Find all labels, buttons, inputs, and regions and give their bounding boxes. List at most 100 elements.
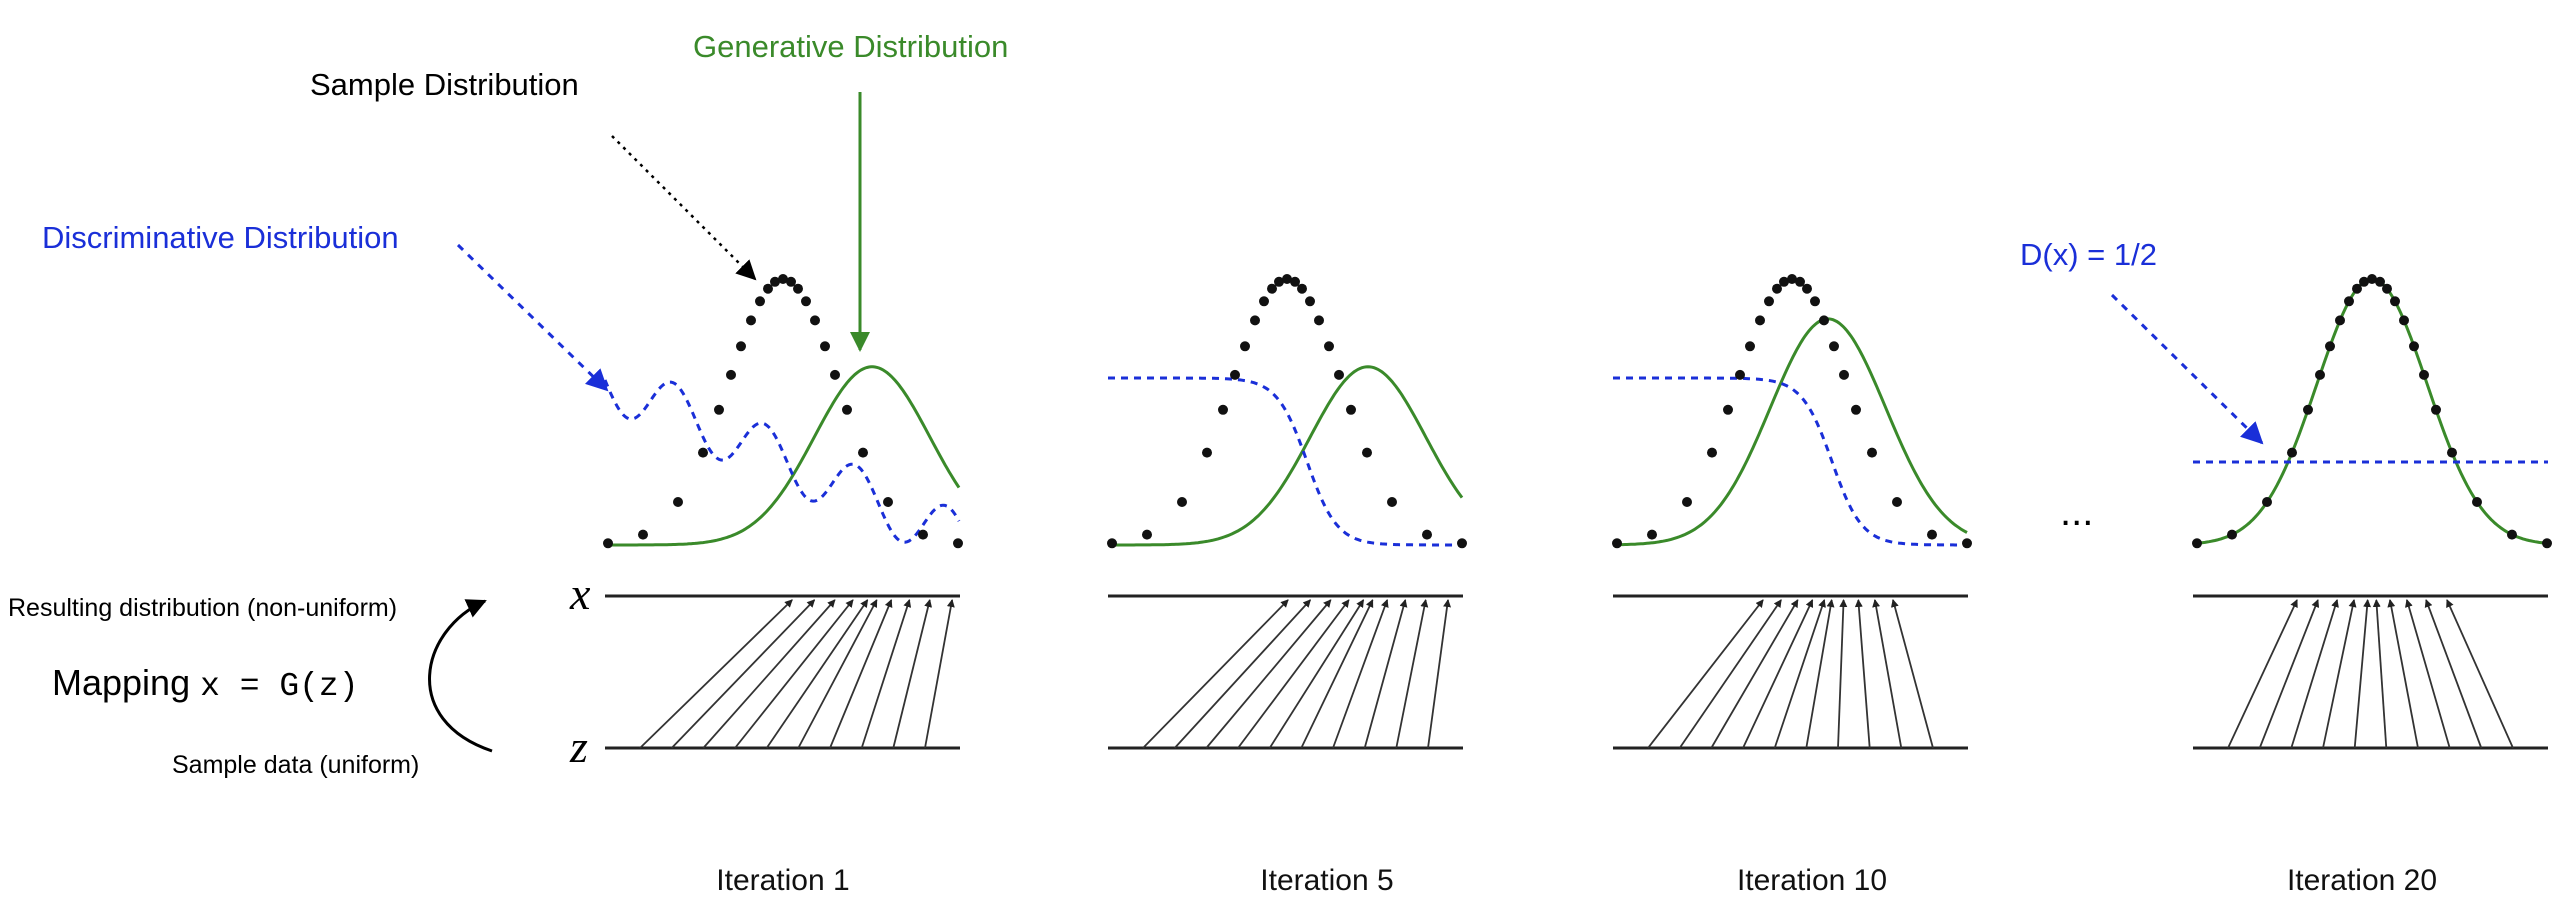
mapping-arrow (671, 599, 816, 749)
sample-point (698, 447, 708, 458)
mapping-arrow (1363, 599, 1408, 749)
sample-point (2359, 276, 2369, 287)
generative-curve (2192, 277, 2548, 546)
sample-point (1334, 369, 1344, 380)
sample-point (2472, 497, 2482, 507)
mapping-arrow (1837, 599, 1848, 749)
sample-distribution-label: Sample Distribution (310, 67, 579, 102)
mapping-arrow (1678, 599, 1782, 749)
mapping-arrow (2405, 599, 2451, 749)
sample-point (778, 274, 788, 284)
mapping-arrow (765, 599, 869, 749)
mapping-arrow (2290, 599, 2339, 749)
mapping-arrow (1854, 599, 1871, 749)
mapping-arrow (2353, 599, 2372, 749)
sample-point (1274, 276, 1284, 287)
sample-point (2507, 529, 2517, 540)
sample-point (1927, 529, 1937, 540)
sample-point (858, 447, 868, 458)
discriminator-curve (1613, 376, 1967, 547)
sample-point (1810, 296, 1820, 307)
mapping-arrow (2446, 599, 2514, 749)
sample-point (2409, 341, 2419, 352)
discriminator-curve (1108, 376, 1462, 547)
sample-point (1647, 529, 1657, 540)
discriminator-curve (603, 379, 961, 544)
sample-point (1839, 369, 1849, 380)
sample-point (1764, 296, 1774, 307)
sample-point (2262, 497, 2272, 507)
discriminative-distribution-arrow (456, 243, 609, 392)
mapping-arrow (1237, 599, 1350, 749)
mapping-arrow (1710, 599, 1799, 749)
sample-point (1851, 404, 1861, 415)
sample-point (1795, 276, 1805, 287)
mapping-prefix: Mapping (52, 662, 200, 703)
sample-distribution-arrow (611, 135, 757, 281)
mapping-arrow (1300, 599, 1374, 749)
sample-point (1867, 447, 1877, 458)
sample-point (1305, 296, 1315, 307)
sample-point (2303, 404, 2313, 415)
sample-point (1745, 341, 1755, 352)
sample-point (1290, 276, 1300, 287)
sample-point (2431, 404, 2441, 415)
mapping-arrow (860, 599, 912, 749)
mapping-arrow (1890, 599, 1934, 749)
sample-point (842, 404, 852, 415)
generative-distribution-label: Generative Distribution (693, 29, 1008, 64)
sample-point (1723, 404, 1733, 415)
sample-point (2287, 447, 2297, 458)
mapping-arrow (2424, 599, 2483, 749)
sample-point (2192, 538, 2202, 549)
iteration-panel: Iteration 1 (603, 274, 963, 897)
sample-point (2419, 369, 2429, 380)
mapping-arrow (1332, 599, 1389, 749)
mapping-arrow (2372, 599, 2388, 749)
sample-point (2367, 274, 2377, 284)
iteration-panel: Iteration 5 (1107, 274, 1467, 897)
sample-point (603, 538, 613, 549)
iteration-label: Iteration 10 (1737, 864, 1887, 897)
generative-curve (1108, 365, 1464, 547)
sample-point (1259, 296, 1269, 307)
sample-point (1346, 404, 1356, 415)
mapping-arrow (2387, 599, 2419, 749)
sample-point (1735, 369, 1745, 380)
mapping-arrow (1805, 599, 1835, 749)
sample-point (2325, 341, 2335, 352)
sample-point (1267, 283, 1277, 294)
sample-point (1282, 274, 1292, 284)
sample-point (755, 296, 765, 307)
mapping-label: Mapping x = G(z) (52, 662, 359, 705)
sample-point (2344, 296, 2354, 307)
sample-point (714, 404, 724, 415)
sample-point (736, 341, 746, 352)
mapping-arrow (797, 599, 878, 749)
sample-point (673, 497, 683, 507)
sample-point (2399, 315, 2409, 326)
mapping-arrow (892, 599, 933, 749)
mapping-arrow (2322, 599, 2357, 749)
sample-point (1457, 538, 1467, 549)
mapping-arrow (1647, 599, 1764, 749)
sample-point (770, 276, 780, 287)
sample-point (638, 529, 648, 540)
mapping-formula: x = G(z) (200, 668, 358, 705)
sample-point (2542, 538, 2552, 549)
discriminative-distribution-label: Discriminative Distribution (42, 220, 399, 255)
sample-point (1779, 276, 1789, 287)
sample-point (1324, 341, 1334, 352)
sample-point (1787, 274, 1797, 284)
sample-point (1892, 497, 1902, 507)
mapping-arrow (734, 599, 854, 749)
generative-curve (605, 365, 961, 547)
sample-point (953, 538, 963, 549)
sample-point (2315, 369, 2325, 380)
sample-point (1202, 447, 1212, 458)
sample-point (1772, 283, 1782, 294)
iteration-label: Iteration 20 (2287, 864, 2437, 897)
mapping-arrow (1742, 599, 1814, 749)
sample-point (1682, 497, 1692, 507)
